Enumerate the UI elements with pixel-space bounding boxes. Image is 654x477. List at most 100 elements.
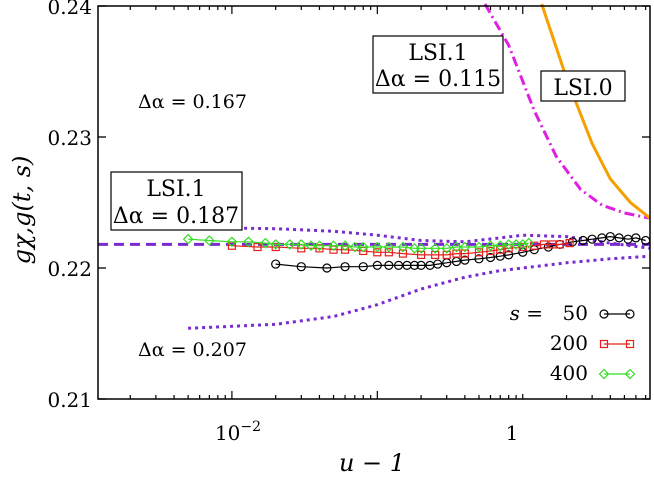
series-400 — [182, 233, 535, 254]
annotation-box-lsi1-top-text: Δα = 0.115 — [375, 67, 501, 92]
data-point-400-13 — [357, 241, 369, 253]
legend-marker-200-b — [625, 339, 635, 349]
data-point-400-18 — [415, 243, 427, 254]
y-axis-title: gχ,g(t, s) — [8, 156, 36, 265]
curve-da-167 — [188, 225, 651, 250]
data-point-50-0 — [271, 259, 281, 269]
data-point-50-25 — [578, 235, 588, 246]
data-point-400-26 — [503, 239, 515, 250]
data-point-200-22 — [539, 240, 549, 249]
data-point-400-22 — [459, 241, 471, 253]
y-tick-label-023: 0.23 — [47, 126, 92, 150]
data-point-50-6 — [384, 260, 394, 270]
data-point-400-9 — [314, 240, 325, 252]
annotation-da-167: Δα = 0.167 — [138, 91, 247, 113]
data-point-400-5 — [270, 239, 282, 250]
legend-prefix: s = — [510, 301, 543, 325]
plot-frame — [97, 5, 651, 400]
data-point-50-18 — [495, 251, 505, 261]
data-point-400-19 — [429, 243, 441, 254]
data-point-50-15 — [460, 255, 470, 265]
x-axis-title: u − 1 — [339, 449, 405, 477]
data-point-50-17 — [485, 252, 496, 263]
annotation-box-lsi0: LSI.0 — [540, 70, 626, 102]
curve-lsi0 — [540, 3, 651, 220]
data-point-400-29 — [523, 237, 535, 249]
annotation-da-207: Δα = 0.207 — [138, 339, 247, 361]
data-point-200-15 — [460, 249, 469, 258]
legend-label-400: 400 — [550, 361, 588, 385]
curve-da-207 — [188, 254, 651, 330]
series-line-400 — [188, 238, 529, 249]
legend-marker-200-a — [599, 339, 609, 349]
data-point-50-28 — [605, 231, 615, 242]
data-point-400-7 — [295, 239, 307, 250]
data-point-50-9 — [409, 260, 420, 270]
data-point-200-2 — [271, 242, 280, 252]
y-tick-label-022: 0.22 — [47, 257, 92, 281]
data-point-200-25 — [565, 239, 574, 248]
data-point-50-27 — [597, 233, 607, 243]
annotation-box-lsi1-left: LSI.1 Δα = 0.187 — [110, 171, 243, 231]
legend-marker-400-b — [624, 368, 636, 380]
data-point-200-16 — [474, 248, 484, 257]
data-point-400-8 — [305, 240, 317, 252]
annotation-box-lsi1-top: LSI.1 Δα = 0.115 — [372, 35, 504, 94]
data-point-400-24 — [485, 240, 496, 252]
data-series — [182, 231, 651, 273]
data-point-200-10 — [398, 249, 408, 258]
data-point-400-10 — [328, 240, 339, 252]
data-point-200-13 — [442, 250, 451, 259]
data-point-400-3 — [243, 236, 254, 248]
data-point-50-12 — [433, 259, 443, 269]
x-tick-label-1: 1 — [506, 421, 519, 445]
data-point-50-2 — [322, 263, 332, 273]
legend-marker-50-b — [625, 309, 635, 319]
curve-lsi1-115 — [483, 3, 651, 220]
data-point-50-3 — [340, 262, 350, 272]
data-point-50-16 — [474, 254, 484, 264]
data-point-400-16 — [397, 241, 409, 253]
legend: s = 50 200 400 — [510, 294, 648, 394]
data-point-200-24 — [555, 240, 564, 249]
annotation-box-lsi1-left-text: Δα = 0.187 — [113, 204, 239, 229]
data-point-200-14 — [452, 249, 461, 258]
data-point-200-1 — [253, 242, 262, 252]
y-tick-label-024: 0.24 — [47, 0, 92, 19]
reference-curves — [98, 3, 651, 330]
data-point-50-4 — [358, 262, 368, 272]
data-point-400-15 — [383, 241, 395, 253]
data-point-400-28 — [517, 239, 529, 250]
data-point-200-4 — [315, 244, 324, 253]
data-point-50-5 — [372, 260, 382, 270]
data-point-400-23 — [473, 241, 485, 253]
data-point-400-1 — [204, 235, 215, 246]
data-point-200-17 — [486, 246, 495, 256]
annotation-box-lsi0-title: LSI.0 — [553, 76, 612, 101]
legend-marker-400-a — [598, 368, 610, 380]
data-point-400-14 — [371, 241, 383, 253]
data-point-400-4 — [260, 237, 271, 249]
data-point-50-29 — [614, 233, 624, 243]
legend-label-200: 200 — [550, 331, 588, 355]
data-point-400-0 — [182, 233, 194, 245]
data-point-200-9 — [384, 248, 393, 257]
data-point-400-2 — [226, 236, 238, 248]
data-point-400-25 — [494, 240, 506, 252]
data-point-200-11 — [417, 250, 426, 259]
axis-ticks — [98, 5, 650, 400]
annotation-box-lsi1-left-title: LSI.1 — [146, 177, 205, 202]
y-tick-label-021: 0.21 — [47, 388, 92, 412]
data-point-400-11 — [339, 240, 351, 252]
data-point-400-20 — [441, 243, 453, 254]
legend-label-50: 50 — [563, 301, 588, 325]
data-point-400-6 — [284, 239, 296, 250]
data-point-50-31 — [631, 233, 641, 243]
data-point-200-12 — [431, 250, 440, 259]
data-point-200-20 — [518, 242, 527, 252]
legend-symbols — [598, 309, 636, 380]
legend-marker-50-a — [599, 309, 609, 319]
annotation-box-lsi1-top-title: LSI.1 — [408, 41, 467, 66]
data-point-50-1 — [296, 262, 306, 272]
